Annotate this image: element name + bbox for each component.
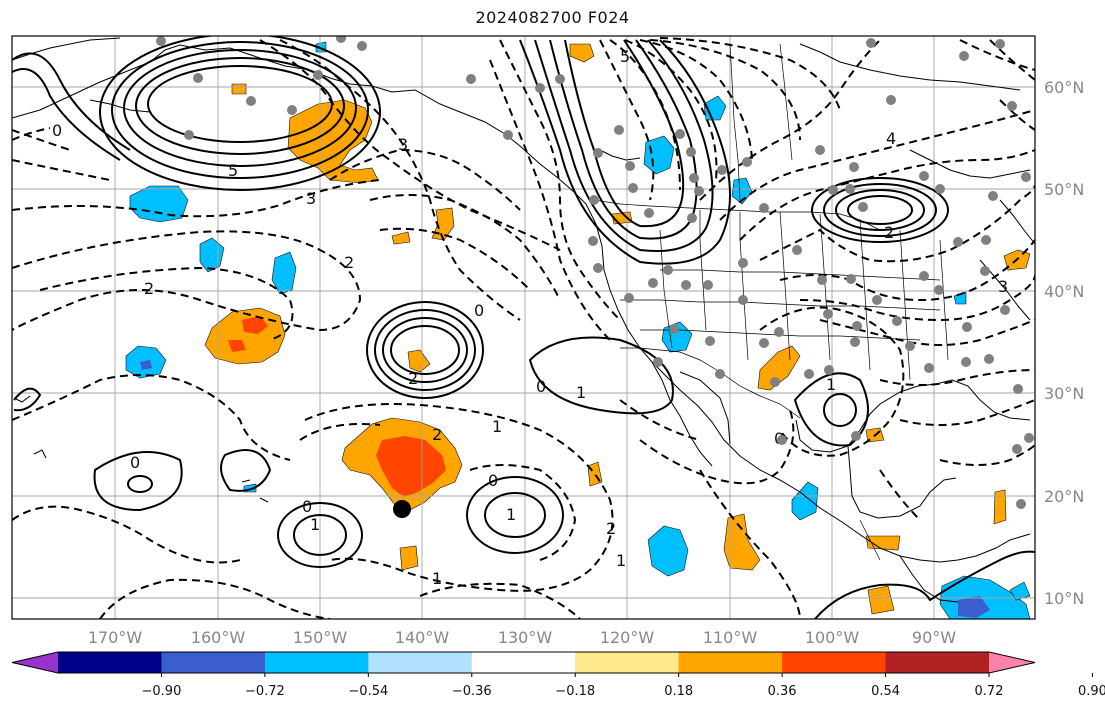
- colorbar-segment: [264, 652, 369, 673]
- lon-label: 160°W: [191, 628, 246, 647]
- contour-label: 0: [52, 121, 62, 140]
- storm-center-marker: [393, 500, 411, 518]
- colorbar-tick-label: 0.36: [768, 684, 797, 699]
- lon-label: 90°W: [912, 628, 956, 647]
- colorbar-tick-label: 0.54: [871, 684, 900, 699]
- strong-negative-anomaly-region: [140, 360, 152, 370]
- lat-label: 60°N: [1044, 78, 1084, 97]
- positive-anomaly-region: [569, 43, 595, 63]
- positive-anomaly-region: [231, 83, 247, 95]
- lon-label: 140°W: [395, 628, 450, 647]
- contour-label: 0: [536, 377, 546, 396]
- contour-label: 0: [474, 301, 484, 320]
- strong-negative-anomaly-region: [958, 596, 990, 618]
- colorbar-outline: [11, 651, 1036, 674]
- lat-label: 10°N: [1044, 589, 1084, 608]
- contour-label: 1: [616, 551, 626, 570]
- positive-anomaly-region: [865, 535, 901, 551]
- station-points: [156, 36, 1034, 509]
- contour-label: 3: [398, 135, 408, 154]
- colorbar-segment: [471, 652, 576, 673]
- contour-label: 2: [408, 369, 418, 388]
- longitude-labels: 170°W 160°W 150°W 140°W 130°W 120°W 110°…: [88, 628, 956, 647]
- contour-label: 2: [432, 425, 442, 444]
- contour-label: 1: [432, 569, 442, 588]
- contour-label: 0: [130, 453, 140, 472]
- colorbar-segment: [782, 652, 887, 673]
- lon-label: 150°W: [293, 628, 348, 647]
- colorbar-tick-label: 0.90: [1078, 684, 1105, 699]
- negative-anomaly-region: [647, 525, 689, 577]
- colorbar-segment: [575, 652, 680, 673]
- colorbar-segment: [885, 652, 990, 673]
- map-frame: [11, 35, 1036, 620]
- negative-anomaly-region: [271, 251, 297, 295]
- positive-anomaly-region: [391, 231, 411, 245]
- strong-positive-anomaly-region: [376, 436, 446, 497]
- lat-label: 50°N: [1044, 180, 1084, 199]
- contour-label: 0: [302, 497, 312, 516]
- contour-label: 3: [306, 189, 316, 208]
- colorbar-tick-label: −0.54: [348, 684, 388, 699]
- lon-label: 100°W: [805, 628, 860, 647]
- contour-label: 5: [620, 47, 630, 66]
- lat-label: 20°N: [1044, 487, 1084, 506]
- contour-label: 1: [492, 417, 502, 436]
- colorbar-tick-label: −0.90: [142, 684, 182, 699]
- positive-anomaly-region: [399, 545, 419, 571]
- contour-label: 3: [998, 277, 1008, 296]
- colorbar-segment: [161, 652, 266, 673]
- negative-anomaly-region: [731, 177, 753, 205]
- colorbar-tick-label: −0.36: [452, 684, 492, 699]
- lon-label: 170°W: [88, 628, 143, 647]
- colorbar-segment: [678, 652, 783, 673]
- contour-label: 2: [606, 519, 616, 538]
- contour-label: 2: [144, 279, 154, 298]
- positive-anomaly-region: [867, 585, 895, 615]
- contour-label: 1: [576, 383, 586, 402]
- lat-label: 40°N: [1044, 282, 1084, 301]
- positive-anomaly-region: [993, 489, 1007, 525]
- colorbar-extend-min: [12, 652, 58, 673]
- negative-anomaly-region: [791, 481, 819, 521]
- positive-anomaly-region: [723, 513, 761, 571]
- map-title: 2024082700 F024: [475, 8, 630, 27]
- dashed-contour-lines: [12, 37, 1035, 619]
- contour-label: 1: [826, 375, 836, 394]
- contour-labels: 5 5 4 3 3 2 2 2 2 1 1 1 1 0 0 0 0 0 0 1 …: [52, 47, 1008, 588]
- contour-label: 1: [310, 515, 320, 534]
- colorbar: −0.90 −0.72 −0.54 −0.36 −0.18 0.18 0.36 0.54 0.7…: [11, 651, 1105, 699]
- colorbar-tick-label: 0.72: [975, 684, 1004, 699]
- map-area: 5 5 4 3 3 2 2 2 2 1 1 1 1 0 0 0 0 0 0 1 …: [12, 36, 1035, 619]
- positive-anomaly-region: [407, 349, 431, 373]
- lat-label: 30°N: [1044, 384, 1084, 403]
- lon-label: 120°W: [600, 628, 655, 647]
- colorbar-extend-max: [989, 652, 1035, 673]
- strong-positive-anomaly-region: [228, 340, 246, 352]
- contour-label: 4: [886, 129, 896, 148]
- contour-label: 5: [228, 161, 238, 180]
- contour-label: 1: [506, 505, 516, 524]
- contour-label: 2: [344, 253, 354, 272]
- colorbar-segment: [368, 652, 473, 673]
- negative-anomaly-region: [643, 135, 675, 175]
- positive-anomaly-region: [204, 307, 286, 365]
- strong-positive-anomaly-region: [242, 316, 268, 334]
- contour-label: 2: [884, 223, 894, 242]
- lon-label: 130°W: [498, 628, 553, 647]
- negative-anomaly-region: [129, 185, 189, 223]
- colorbar-tick-label: −0.18: [555, 684, 595, 699]
- colorbar-tick-label: 0.18: [664, 684, 693, 699]
- negative-anomaly-region: [1009, 581, 1031, 601]
- lon-label: 110°W: [703, 628, 758, 647]
- contour-label: 0: [488, 471, 498, 490]
- colorbar-segment: [58, 652, 162, 673]
- colorbar-tick-label: −0.72: [245, 684, 285, 699]
- latitude-labels: 60°N 50°N 40°N 30°N 20°N 10°N: [1044, 78, 1084, 608]
